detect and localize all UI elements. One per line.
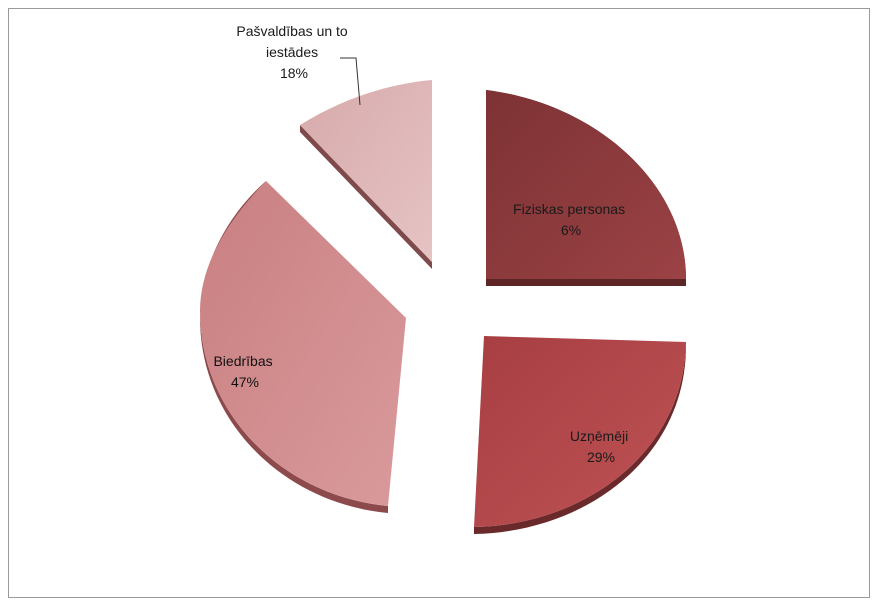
leader-line-pasvaldibas bbox=[340, 57, 361, 106]
slice-uznemeji-face bbox=[474, 336, 686, 527]
slice-biedribas bbox=[200, 181, 406, 513]
chart-frame bbox=[8, 8, 870, 598]
slice-pasvaldibas-face bbox=[300, 80, 432, 262]
label-biedribas-name: Biedrības bbox=[213, 353, 272, 369]
label-fiziskas-personas-value: 6% bbox=[561, 222, 581, 238]
label-pasvaldibas-value: 18% bbox=[280, 65, 308, 81]
label-uznemeji-value: 29% bbox=[587, 449, 615, 465]
slice-biedribas-face bbox=[200, 181, 406, 506]
slice-fiziskas-personas bbox=[486, 90, 686, 286]
label-fiziskas-personas: Fiziskas personas 6% bbox=[513, 201, 629, 238]
label-biedribas: Biedrības 47% bbox=[213, 353, 276, 390]
label-uznemeji-name: Uzņēmēji bbox=[570, 428, 628, 444]
slice-fiziskas-personas-face bbox=[486, 90, 686, 279]
label-pasvaldibas: Pašvaldības un to iestādes 18% bbox=[236, 23, 351, 81]
label-pasvaldibas-line2: iestādes bbox=[266, 44, 318, 60]
label-biedribas-value: 47% bbox=[231, 374, 259, 390]
label-uznemeji: Uzņēmēji 29% bbox=[570, 428, 632, 465]
slice-uznemeji bbox=[474, 336, 686, 534]
slice-pasvaldibas bbox=[300, 80, 432, 269]
label-fiziskas-personas-name: Fiziskas personas bbox=[513, 201, 625, 217]
label-pasvaldibas-line1: Pašvaldības un to bbox=[236, 23, 348, 39]
